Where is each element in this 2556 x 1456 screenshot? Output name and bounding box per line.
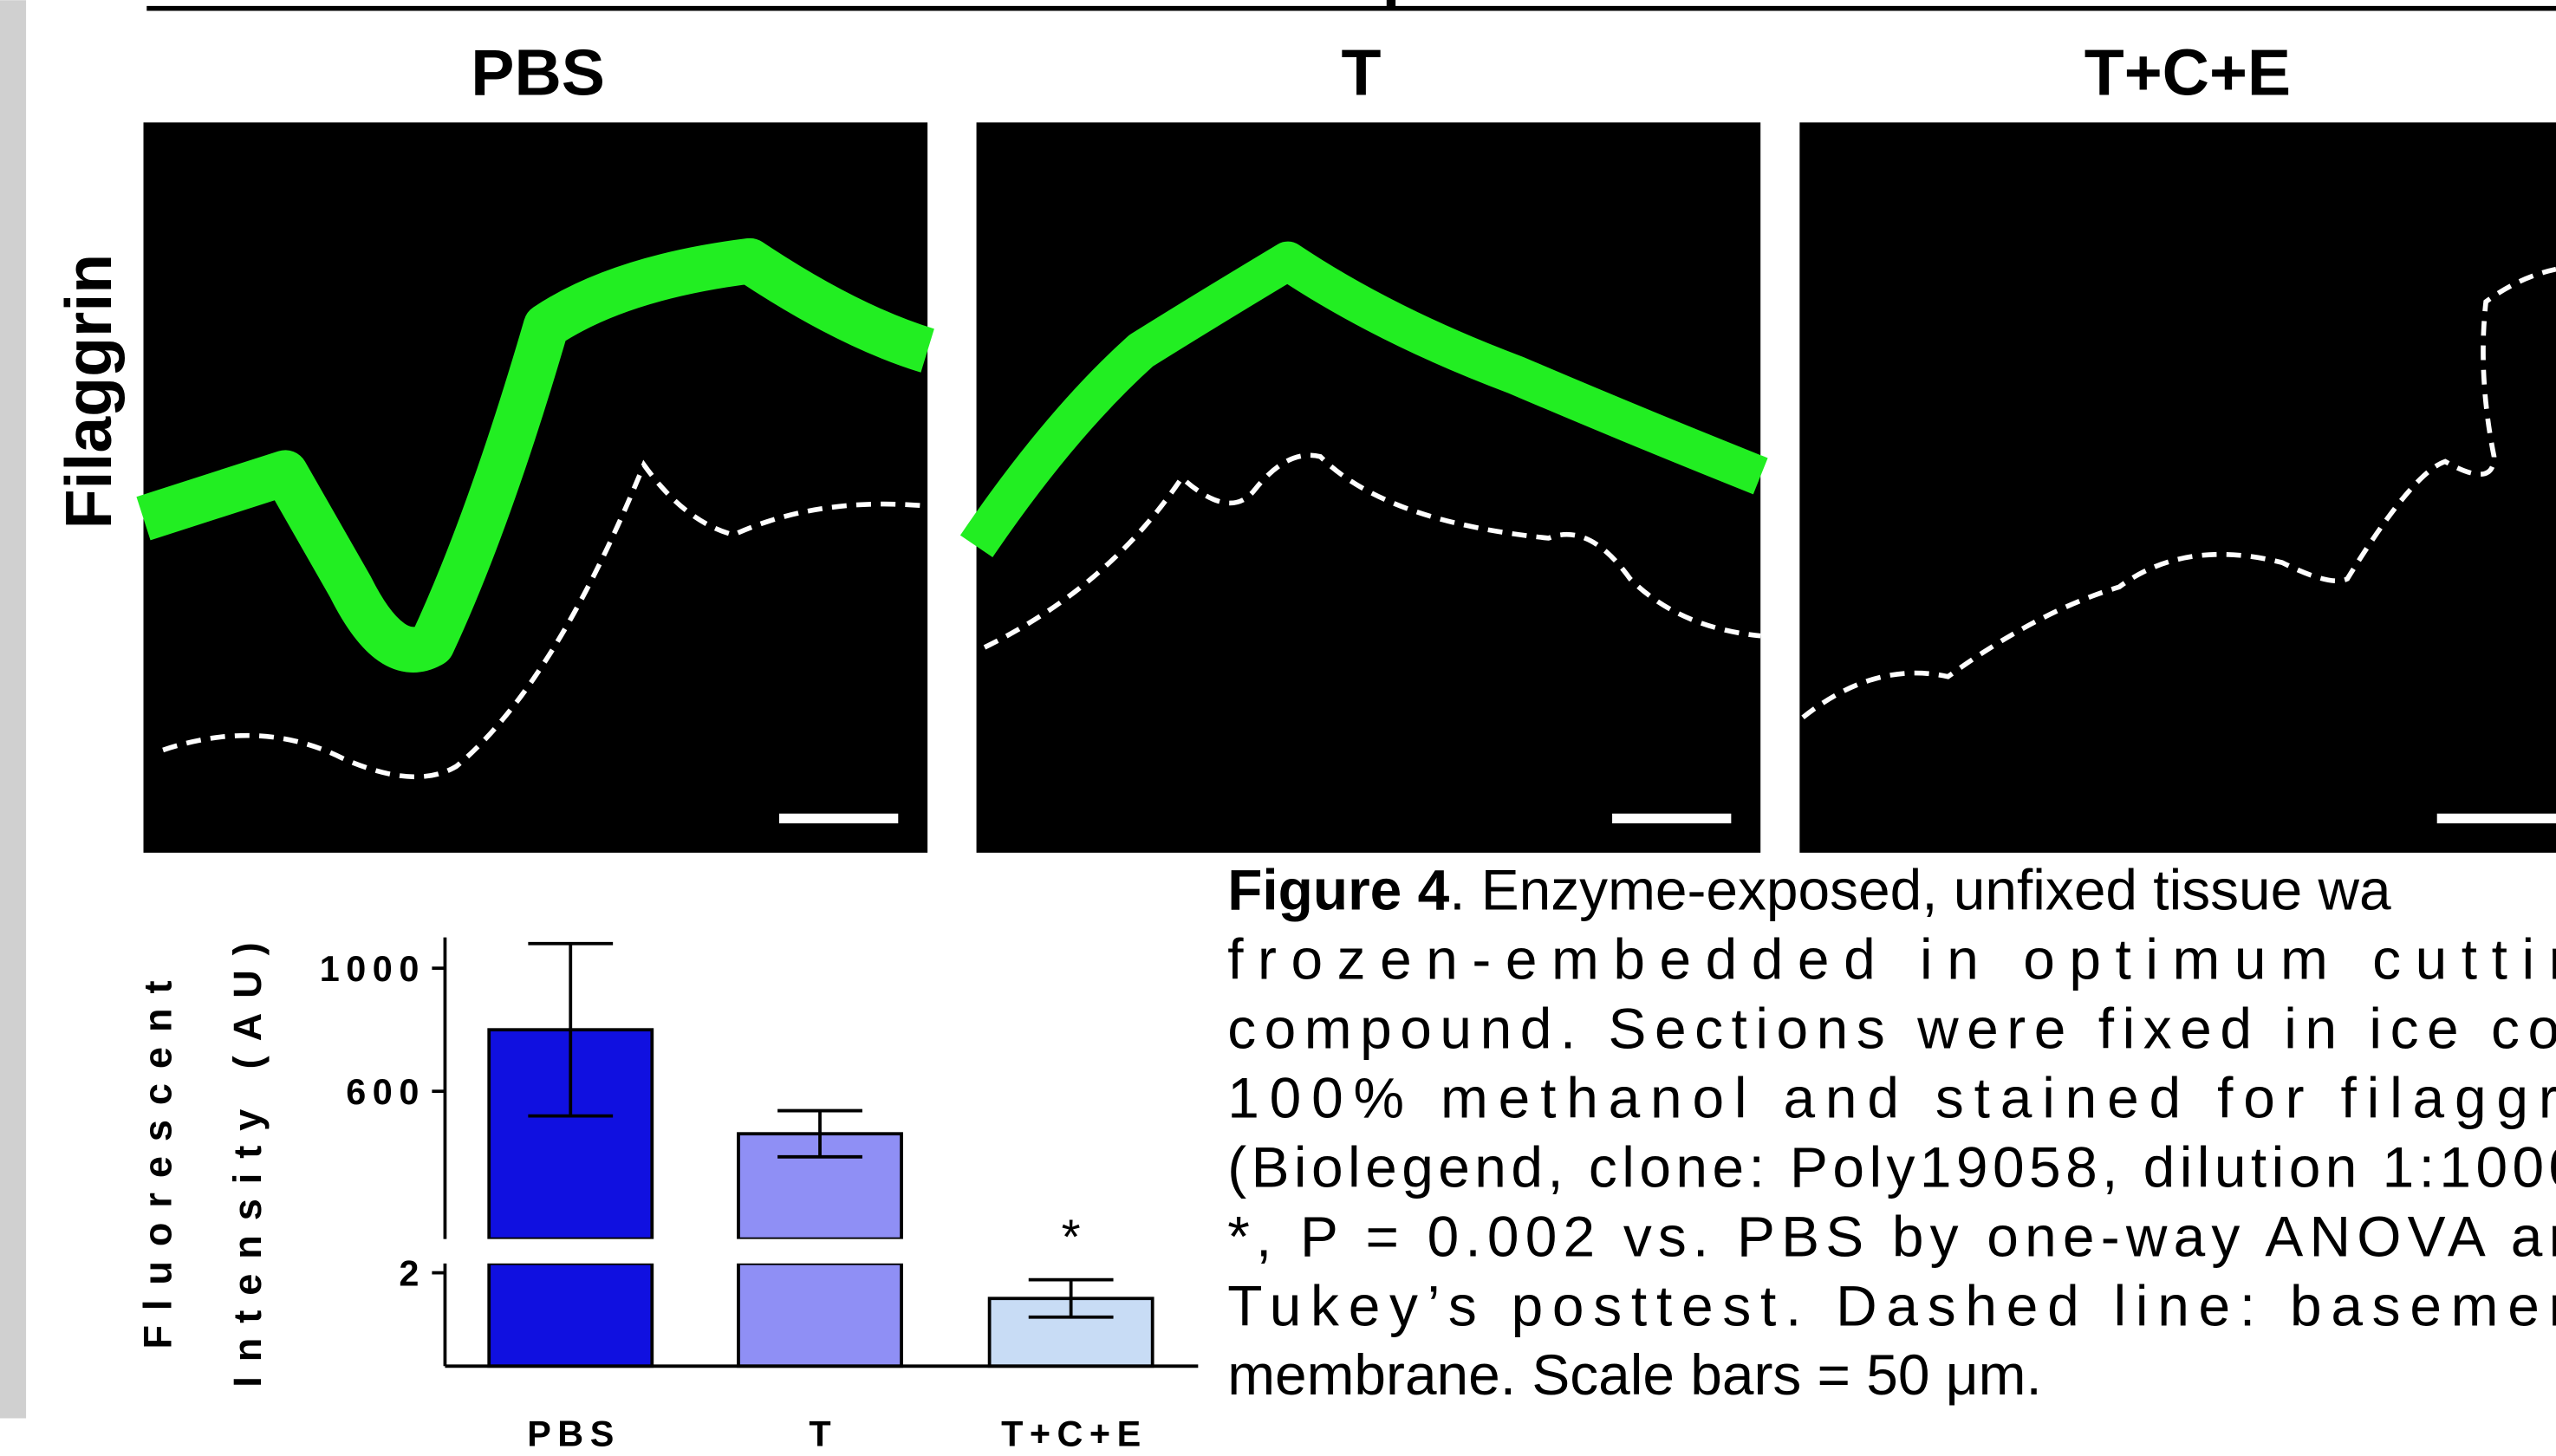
caption-line: (Biolegend, clone: Poly19058, dilution 1… xyxy=(1227,1134,2556,1199)
panel-title: T+C+E xyxy=(2084,36,2291,108)
micrograph xyxy=(1799,122,2556,853)
caption-line: Tukey’s posttest. Dashed line: basemen xyxy=(1227,1273,2556,1337)
scale-text: 50 μm xyxy=(1291,0,1480,10)
bar xyxy=(737,1261,903,1368)
caption-line: *, P = 0.002 vs. PBS by one-way ANOVA an xyxy=(1227,1204,2556,1268)
y-tick-label: 2 xyxy=(399,1254,426,1294)
axis-break xyxy=(437,1238,1171,1264)
page-edge xyxy=(0,0,27,1419)
y-axis-label: Intensity (AU) xyxy=(225,927,270,1387)
row-label: Filaggrin xyxy=(52,254,125,530)
x-tick-label: T+C+E xyxy=(1001,1414,1148,1453)
micrograph xyxy=(136,122,934,853)
caption-line: Figure 4. Enzyme-exposed, unfixed tissue… xyxy=(1227,858,2391,922)
x-tick-label: PBS xyxy=(527,1414,621,1453)
micrograph xyxy=(959,122,1768,853)
caption-text: . Enzyme-exposed, unfixed tissue wa xyxy=(1449,858,2391,922)
y-tick-label: 600 xyxy=(346,1072,426,1112)
caption-line: compound. Sections were fixed in ice col xyxy=(1227,997,2556,1061)
x-tick-label: T xyxy=(809,1414,837,1453)
caption-line: 100% methanol and stained for filaggri xyxy=(1227,1065,2556,1129)
bar-chart: PBS T T+C+E 600 1000 2 Fluorescent Intensity (A… xyxy=(135,927,1199,1453)
caption-label: Figure 4 xyxy=(1227,858,1449,922)
y-tick-label: 1000 xyxy=(320,949,426,989)
significance-mark: * xyxy=(1062,1210,1081,1264)
caption-line: frozen-embedded in optimum cuttin xyxy=(1227,927,2556,991)
panel-title: T xyxy=(1341,36,1381,108)
panel-title: PBS xyxy=(471,36,605,108)
bar xyxy=(487,1261,654,1368)
y-axis-label: Fluorescent xyxy=(135,966,179,1349)
caption: Figure 4. Enzyme-exposed, unfixed tissue… xyxy=(1227,858,2556,1407)
caption-line: membrane. Scale bars = 50 μm. xyxy=(1227,1342,2042,1407)
